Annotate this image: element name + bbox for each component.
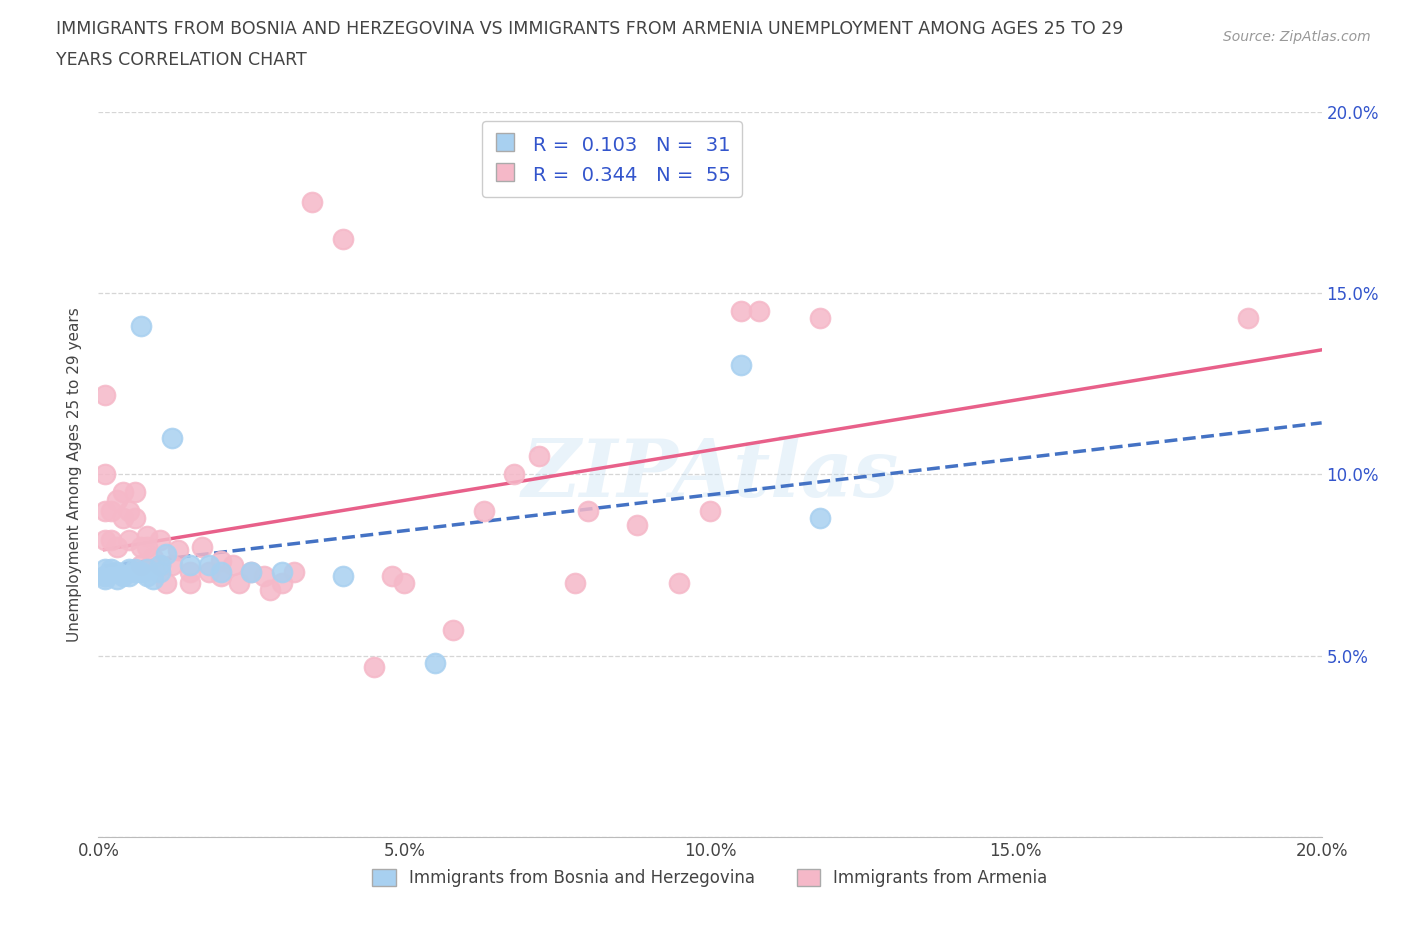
Point <box>179 576 201 591</box>
Point <box>149 532 172 547</box>
Point <box>332 231 354 246</box>
Point <box>93 503 115 518</box>
Text: Source: ZipAtlas.com: Source: ZipAtlas.com <box>1223 30 1371 44</box>
Point <box>1237 311 1260 325</box>
Point <box>111 568 134 583</box>
Point <box>129 565 152 579</box>
Point <box>93 532 115 547</box>
Point <box>179 558 201 573</box>
Point <box>209 565 232 579</box>
Point <box>472 503 495 518</box>
Point <box>105 572 128 587</box>
Text: IMMIGRANTS FROM BOSNIA AND HERZEGOVINA VS IMMIGRANTS FROM ARMENIA UNEMPLOYMENT A: IMMIGRANTS FROM BOSNIA AND HERZEGOVINA V… <box>56 20 1123 38</box>
Point <box>441 623 464 638</box>
Point <box>209 554 232 569</box>
Point <box>252 568 274 583</box>
Point <box>626 518 648 533</box>
Point <box>748 303 770 318</box>
Point <box>179 565 201 579</box>
Point <box>730 358 752 373</box>
Point <box>129 318 152 333</box>
Point <box>149 565 172 579</box>
Point <box>100 532 122 547</box>
Point <box>209 568 232 583</box>
Point <box>111 511 134 525</box>
Point <box>118 532 141 547</box>
Point <box>699 503 721 518</box>
Point <box>155 547 177 562</box>
Legend: Immigrants from Bosnia and Herzegovina, Immigrants from Armenia: Immigrants from Bosnia and Herzegovina, … <box>366 862 1054 894</box>
Point <box>93 467 115 482</box>
Point <box>527 449 550 464</box>
Point <box>118 568 141 583</box>
Point <box>332 568 354 583</box>
Point <box>392 576 416 591</box>
Point <box>160 431 183 445</box>
Y-axis label: Unemployment Among Ages 25 to 29 years: Unemployment Among Ages 25 to 29 years <box>67 307 83 642</box>
Point <box>111 485 134 500</box>
Point <box>270 576 292 591</box>
Point <box>222 558 245 573</box>
Point <box>124 485 146 500</box>
Point <box>228 576 250 591</box>
Point <box>105 492 128 507</box>
Point <box>503 467 526 482</box>
Point <box>129 539 152 554</box>
Point <box>363 659 385 674</box>
Point <box>149 558 172 573</box>
Point <box>142 551 165 565</box>
Point <box>283 565 305 579</box>
Point <box>129 558 152 573</box>
Point <box>167 543 190 558</box>
Point <box>136 539 159 554</box>
Point <box>124 565 146 579</box>
Point <box>240 565 263 579</box>
Point <box>93 387 115 402</box>
Point <box>100 565 122 579</box>
Point <box>301 195 323 210</box>
Point <box>730 303 752 318</box>
Point <box>197 565 219 579</box>
Point <box>136 568 159 583</box>
Point <box>259 583 281 598</box>
Point <box>160 558 183 573</box>
Point <box>93 572 115 587</box>
Point <box>191 539 214 554</box>
Point <box>118 561 141 576</box>
Point <box>155 576 177 591</box>
Point <box>118 503 141 518</box>
Point <box>124 511 146 525</box>
Point <box>808 311 831 325</box>
Point <box>270 565 292 579</box>
Point <box>808 511 831 525</box>
Point <box>100 561 122 576</box>
Point <box>240 565 263 579</box>
Text: YEARS CORRELATION CHART: YEARS CORRELATION CHART <box>56 51 307 69</box>
Point <box>564 576 586 591</box>
Point <box>197 558 219 573</box>
Text: ZIPAtlas: ZIPAtlas <box>522 435 898 513</box>
Point <box>105 539 128 554</box>
Point <box>149 558 172 573</box>
Point <box>100 503 122 518</box>
Point <box>576 503 599 518</box>
Point <box>105 565 128 579</box>
Point <box>93 568 115 583</box>
Point <box>381 568 404 583</box>
Point <box>136 561 159 576</box>
Point <box>142 572 165 587</box>
Point <box>124 561 146 576</box>
Point <box>423 656 446 671</box>
Point <box>93 568 115 583</box>
Point <box>136 528 159 543</box>
Point <box>93 561 115 576</box>
Point <box>668 576 690 591</box>
